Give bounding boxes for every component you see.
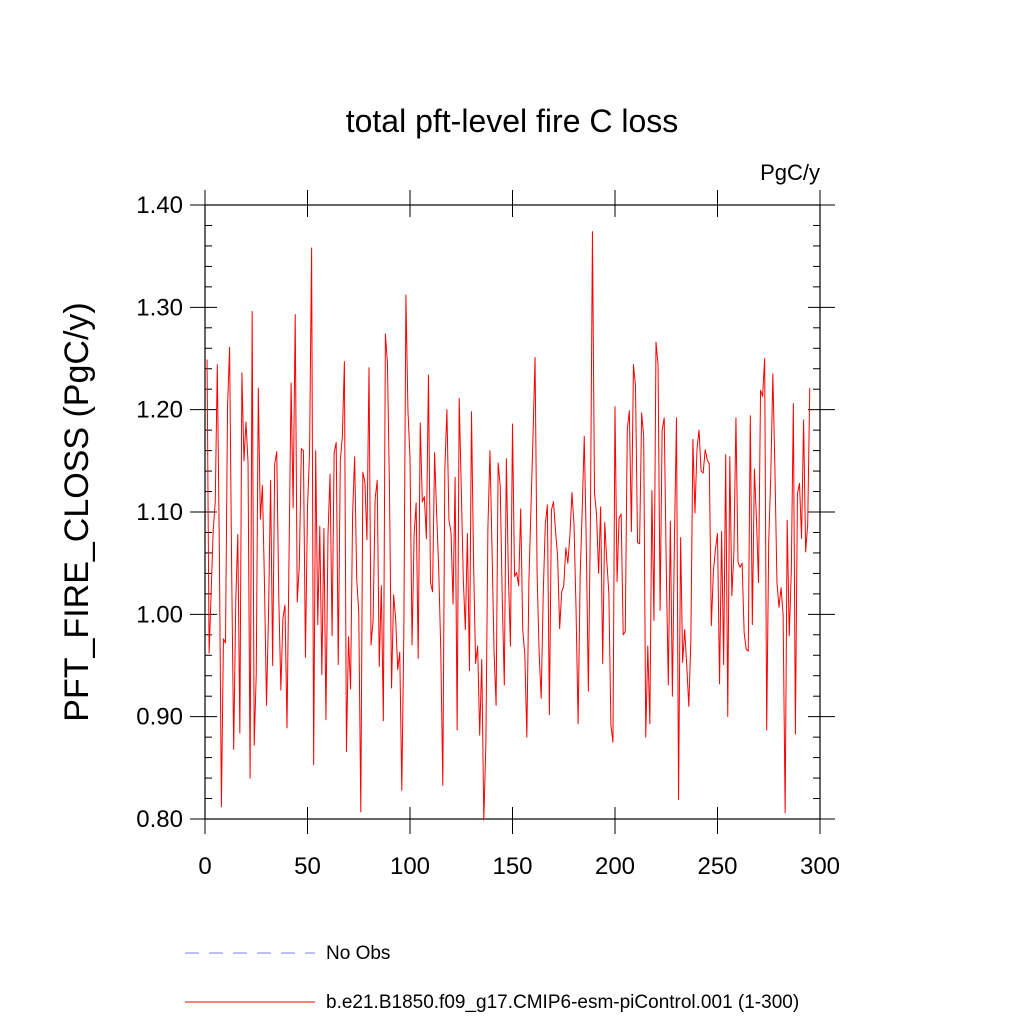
x-tick-label: 150 — [492, 853, 532, 880]
series-layer — [206, 231, 811, 821]
x-tick-label: 0 — [198, 853, 211, 880]
axis-ticks — [190, 190, 835, 834]
plot-frame — [204, 204, 821, 820]
x-tick-label: 250 — [697, 853, 737, 880]
x-tick-label: 50 — [294, 853, 321, 880]
x-tick-labels: 0 50 100 150 200 250 300 — [198, 853, 840, 880]
legend-label-no-obs: No Obs — [326, 943, 390, 964]
chart-title: total pft-level fire C loss — [346, 103, 679, 139]
series-line — [206, 231, 811, 821]
y-tick-label: 1.40 — [136, 192, 183, 219]
units-label: PgC/y — [760, 160, 820, 185]
y-tick-label: 1.10 — [136, 499, 183, 526]
x-tick-label: 100 — [390, 853, 430, 880]
x-tick-label: 300 — [800, 853, 840, 880]
y-tick-label: 1.00 — [136, 601, 183, 628]
y-tick-label: 0.80 — [136, 806, 183, 833]
y-tick-label: 1.30 — [136, 294, 183, 321]
y-axis-label: PFT_FIRE_CLOSS (PgC/y) — [58, 302, 96, 721]
y-tick-label: 1.20 — [136, 397, 183, 424]
x-tick-label: 200 — [595, 853, 635, 880]
legend: No Obs b.e21.B1850.f09_g17.CMIP6-esm-piC… — [185, 943, 799, 1013]
y-tick-labels: 0.80 0.90 1.00 1.10 1.20 1.30 1.40 — [136, 192, 183, 833]
y-tick-label: 0.90 — [136, 704, 183, 731]
legend-label-model-run: b.e21.B1850.f09_g17.CMIP6-esm-piControl.… — [326, 992, 799, 1013]
